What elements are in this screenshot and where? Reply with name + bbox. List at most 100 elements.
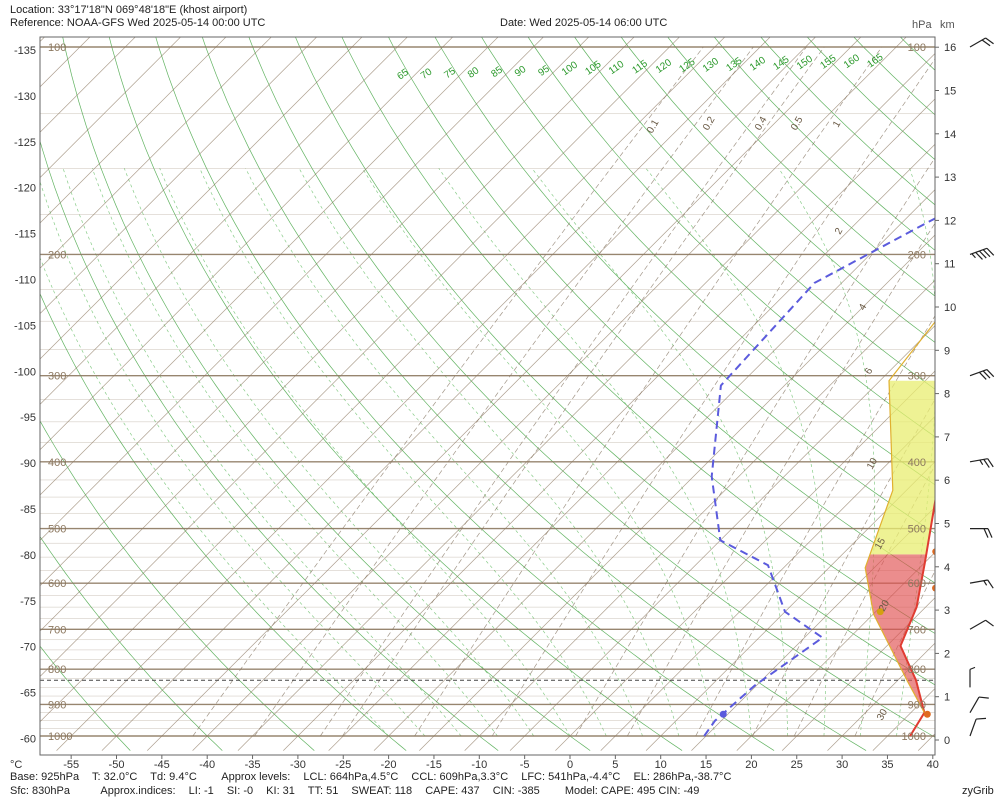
label-layer: -55 -50 -45 -40 -35 -30 -25 -20 -15 -10 -5 0 5 10 15 20… — [10, 19, 956, 771]
isotherm-line — [40, 37, 272, 269]
dry-adiabat-line — [970, 16, 1000, 751]
mixing-ratio-label: 15 — [873, 536, 888, 552]
barb-half — [983, 580, 988, 586]
left-isotherm-label: -110 — [15, 275, 36, 287]
left-isotherm-label: -95 — [20, 412, 36, 424]
left-isotherm-label: -60 — [20, 734, 36, 746]
mixing-ratio-line — [695, 315, 935, 737]
footer-lfc: LFC: 541hPa,-4.4°C — [521, 771, 621, 783]
mixing-ratio-line — [254, 46, 754, 737]
parcel-marker-point — [876, 608, 884, 616]
fill-layer — [865, 380, 935, 713]
grid-layer — [0, 15, 1000, 751]
barb-full — [978, 250, 987, 259]
isotherm-line — [283, 98, 935, 751]
parcel-marker-point — [985, 377, 992, 384]
x-tick-label: -20 — [381, 759, 397, 771]
footer-si: SI: -0 — [226, 785, 254, 797]
isotherm-line — [328, 143, 935, 751]
moist-adiabat-line — [40, 256, 389, 737]
footer-cape: CAPE: 437 — [425, 785, 480, 797]
top-adiabat-label: 150 — [795, 53, 815, 72]
barb-full — [987, 458, 994, 468]
isotherm-line — [40, 37, 726, 723]
wind-barb-icon — [969, 666, 976, 688]
reference-label: Reference: — [10, 17, 64, 29]
barb-half — [979, 459, 984, 465]
wind-barb-icon — [969, 696, 989, 713]
wind-barb-icon — [970, 527, 993, 538]
left-isotherm-label: -85 — [20, 504, 36, 516]
x-tick-label: 25 — [791, 759, 803, 771]
date-value: Wed 2025-05-14 06:00 UTC — [529, 17, 668, 29]
left-isotherm-label: -105 — [14, 320, 36, 332]
cin-area — [865, 554, 927, 713]
height-tick-label: 10 — [944, 302, 956, 314]
barb-staff — [969, 458, 988, 463]
barb-full — [975, 251, 983, 260]
top-adiabat-label: 105 — [583, 59, 603, 78]
x-tick-label: 40 — [927, 759, 939, 771]
barb-full — [986, 247, 995, 256]
isotherm-line — [691, 506, 935, 751]
height-tick-label: 11 — [944, 259, 955, 271]
moist-adiabat-line — [123, 168, 534, 737]
isotherm-line — [0, 15, 21, 750]
left-isotherm-label: -65 — [20, 688, 36, 700]
temperature-marker-point — [923, 710, 931, 718]
barb-full — [987, 528, 993, 538]
isotherm-line — [40, 37, 499, 496]
moist-adiabat-line — [645, 168, 827, 736]
isotherm-line — [736, 551, 935, 751]
moist-adiabat-line — [91, 168, 498, 737]
dry-adiabat-line — [40, 292, 407, 751]
mixing-ratio-label: 4 — [857, 302, 870, 313]
pressure-label-left: 500 — [48, 524, 66, 536]
wind-barb-icon — [969, 619, 994, 630]
pressure-label-left: 400 — [48, 457, 66, 469]
moist-adiabat-line — [159, 168, 571, 737]
isotherm-line — [464, 279, 935, 751]
wind-barb-icon — [969, 37, 994, 48]
height-tick-label: 7 — [944, 432, 950, 444]
footer-sfc: Sfc: 830hPa — [10, 785, 70, 797]
x-tick-label: -25 — [335, 759, 351, 771]
isotherm-line — [101, 37, 816, 751]
footer-approx-indices: Approx.indices: — [100, 785, 176, 797]
footer-sweat: SWEAT: 118 — [351, 785, 413, 797]
barb-staff — [969, 696, 980, 713]
footer-model: Model: CAPE: 495 CIN: -49 — [564, 785, 700, 797]
dry-adiabat-line — [155, 37, 775, 751]
barb-staff — [969, 37, 986, 48]
moist-adiabat-line — [62, 168, 462, 737]
left-isotherm-label: -115 — [15, 229, 36, 241]
footer-dewpoint: Td: 9.4°C — [150, 771, 197, 783]
x-tick-label: -15 — [426, 759, 442, 771]
dry-adiabat-line — [341, 37, 935, 634]
isotherm-line — [40, 37, 363, 360]
mixing-ratio-label: 10 — [865, 456, 880, 472]
reference-line: Reference: NOAA-GFS Wed 2025-05-14 00:00… — [10, 17, 265, 30]
barb-staff — [969, 369, 988, 377]
isotherm-line — [40, 37, 454, 451]
x-axis-label: °C — [10, 759, 22, 771]
mixing-ratio-label: 0.4 — [753, 115, 770, 133]
footer-base: Base: 925hPa — [10, 771, 80, 783]
dry-adiabat-line — [620, 37, 935, 343]
cape-area — [870, 380, 935, 555]
isotherm-line — [40, 37, 408, 405]
dry-adiabat-line — [481, 37, 935, 486]
isotherm-line — [645, 461, 935, 751]
height-tick-label: 9 — [944, 345, 950, 357]
footer-el: EL: 286hPa,-38.7°C — [633, 771, 732, 783]
mixing-ratio-line — [575, 157, 935, 737]
top-adiabat-label: 90 — [513, 64, 529, 80]
mixing-ratio-line — [626, 222, 935, 737]
parcel-profile-line — [864, 320, 935, 713]
pressure-label-right: 800 — [908, 664, 926, 676]
height-tick-label: 0 — [944, 735, 950, 747]
barb-full — [983, 528, 989, 538]
isotherm-line — [509, 325, 935, 751]
isotherm-line — [237, 53, 935, 751]
